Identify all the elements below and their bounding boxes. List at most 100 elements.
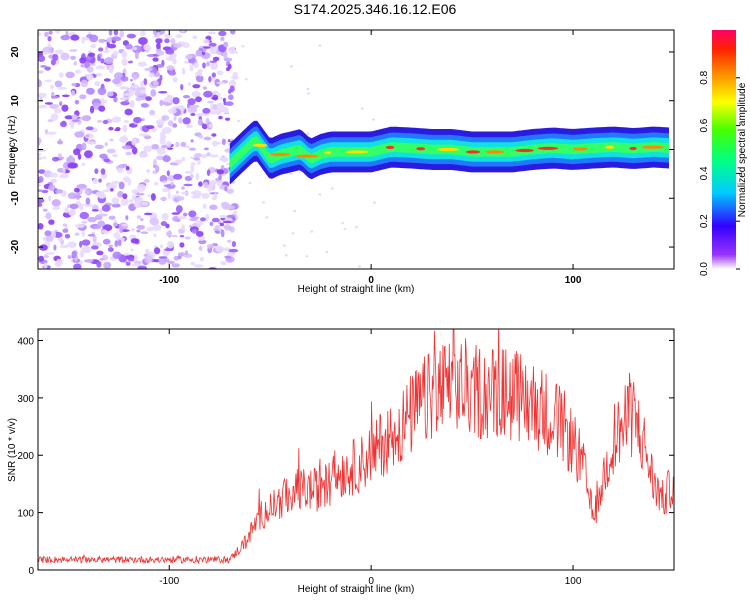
snr-ytick-label: 100 [17,509,34,520]
noise-blob [39,244,48,251]
noise-blob [291,232,295,235]
noise-blob [182,94,191,99]
noise-blob [118,164,126,169]
noise-blob [144,212,153,216]
noise-blob [141,118,145,122]
noise-blob [47,119,54,123]
noise-blob [190,162,196,167]
noise-blob [93,226,102,230]
noise-blob [219,97,224,100]
snr-ylabel: SNR (10 * v/v) [7,418,18,482]
noise-blob [131,227,135,232]
spectrogram-xtick-label: 100 [565,275,582,286]
noise-blob [183,60,189,64]
noise-blob [206,152,211,157]
signal-hotspot [466,150,480,154]
noise-blob [38,153,42,156]
snr-series-line [38,329,674,565]
noise-blob [83,259,94,263]
noise-blob [224,186,228,192]
noise-blob [134,89,142,98]
noise-blob [146,125,155,130]
noise-blob [99,257,105,261]
noise-blob [181,156,186,162]
noise-blob [69,203,79,210]
noise-blob [140,218,144,221]
noise-blob [42,208,48,212]
noise-blob [137,61,147,67]
noise-blob [241,45,245,48]
noise-blob [74,187,80,193]
noise-blob [67,162,77,169]
noise-blob [171,212,180,215]
noise-blob [158,256,168,259]
noise-blob [113,231,121,239]
noise-blob [165,141,172,147]
noise-blob [126,33,136,39]
noise-blob [221,157,229,163]
noise-blob [180,83,184,91]
noise-blob [203,90,213,98]
noise-blob [102,119,109,125]
noise-blob [220,164,225,171]
noise-blob [230,30,236,35]
noise-blob [354,225,358,229]
noise-blob [289,172,293,175]
noise-blob [223,41,229,48]
noise-blob [211,72,216,78]
noise-blob [135,96,141,102]
noise-blob [170,38,176,45]
spectrogram-xtick-label: -100 [159,275,179,286]
colorbar-tick-label: 0.2 [699,214,710,228]
snr-panel: -100 0 100 0 100 200 300 400 Height of straight… [7,328,675,595]
spectrogram-ytick-label: -20 [10,239,21,254]
noise-blob [144,248,150,254]
signal-hotspot [641,145,664,149]
noise-blob [92,234,97,243]
noise-blob [209,221,214,227]
noise-blob [99,98,105,102]
signal-peak [229,136,670,169]
noise-blob [99,153,108,159]
noise-blob [189,64,194,72]
noise-blob [226,239,232,243]
signal-hotspot [572,147,588,151]
noise-blob [226,188,235,194]
noise-blob [70,34,80,41]
noise-blob [68,210,74,216]
noise-blob [96,250,104,256]
noise-blob [177,252,186,257]
noise-blob [42,51,51,55]
noise-blob [153,247,161,255]
noise-blob [134,51,139,60]
noise-blob [74,131,85,138]
noise-blob [205,213,210,222]
noise-blob [38,156,43,161]
noise-blob [208,75,212,83]
noise-blob [51,95,60,99]
noise-blob [138,133,148,137]
noise-blob [97,87,107,96]
signal-hotspot [629,146,637,151]
noise-blob [212,56,220,62]
noise-blob [171,263,180,268]
noise-blob [232,46,236,49]
noise-blob [187,98,196,106]
noise-blob [202,203,207,210]
noise-blob [223,111,230,115]
noise-blob [159,175,168,183]
snr-xtick-label: 0 [368,576,374,587]
noise-blob [38,104,48,109]
noise-blob [117,167,124,173]
noise-blob [155,50,165,56]
noise-blob [161,114,170,121]
noise-blob [67,241,77,248]
noise-blob [131,194,136,201]
noise-blob [86,73,94,81]
noise-blob [121,58,128,66]
noise-blob [203,39,210,44]
noise-blob [73,263,82,269]
noise-blob [129,234,137,240]
signal-hotspot [605,145,615,149]
noise-blob [53,244,57,251]
